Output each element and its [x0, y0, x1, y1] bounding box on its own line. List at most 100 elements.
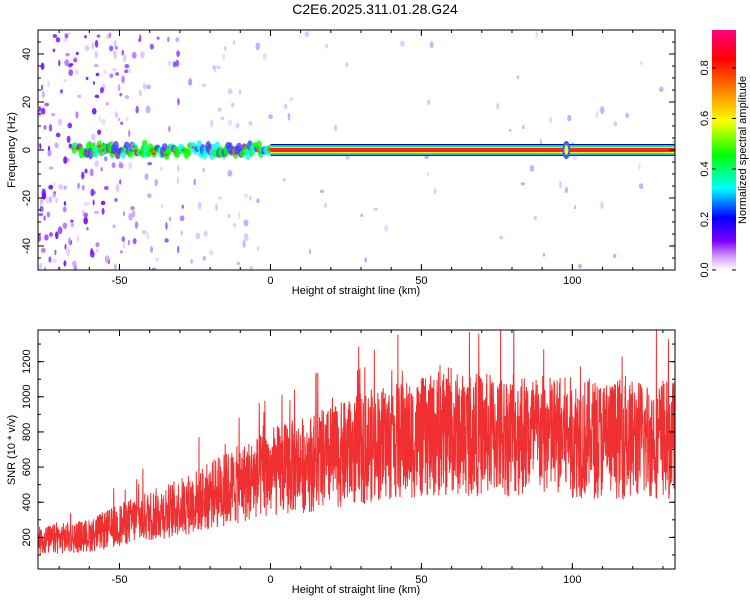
heatmap-speckle [54, 249, 57, 256]
heatmap-speckle [91, 190, 96, 195]
heatmap-speckle [177, 164, 180, 173]
heatmap-speckle [128, 162, 133, 170]
colorbar-tick-label: 0.6 [699, 111, 711, 126]
heatmap-speckle [147, 193, 152, 199]
heatmap-speckle [160, 203, 164, 209]
heatmap-speckle [542, 252, 546, 257]
heatmap-speckle [578, 263, 582, 269]
heatmap-speckle [52, 258, 58, 263]
heatmap-speckle [345, 62, 349, 68]
heatmap-speckle [83, 212, 88, 218]
heatmap-speckle [69, 63, 74, 67]
snr-panel: -50 0 50 100 200 400 600 800 1000 1200 Height of… [6, 329, 676, 596]
heatmap-speckle [49, 196, 52, 204]
heatmap-speckle [345, 154, 350, 160]
heatmap-speckle [48, 124, 53, 132]
heatmap-speckle [520, 182, 526, 186]
heatmap-speckle [112, 67, 117, 72]
colorbar-gradient [712, 30, 736, 270]
heatmap-speckle [48, 166, 54, 170]
heatmap-speckle [74, 69, 79, 76]
heatmap-speckle [154, 257, 160, 262]
heatmap-speckle [319, 189, 325, 193]
heatmap-speckle [67, 122, 73, 129]
heatmap-speckle [70, 219, 74, 223]
heatmap-speckle [249, 265, 254, 270]
snr-x-tick-label: 100 [563, 574, 581, 586]
heatmap-speckle [91, 133, 96, 141]
heatmap-speckle [179, 215, 185, 222]
heatmap-speckle [58, 59, 61, 67]
heatmap-speckle [120, 250, 123, 254]
heatmap-speckle [216, 65, 221, 69]
heatmap-speckle [121, 236, 125, 243]
heatmap-speckle [114, 111, 119, 119]
heatmap-speckle [559, 180, 562, 189]
colorbar-tick-label: 0.8 [699, 60, 711, 75]
heatmap-speckle [76, 235, 80, 242]
heatmap-speckle [67, 237, 72, 245]
heatmap-speckle [67, 158, 70, 163]
heatmap-speckle [94, 50, 99, 59]
heatmap-speckle [255, 42, 260, 51]
heatmap-speckle [181, 204, 184, 209]
heatmap-speckle [400, 40, 405, 47]
heatmap-speckle [39, 262, 43, 270]
heatmap-speckle [141, 229, 147, 235]
heatmap-x-axis: -50 0 50 100 [58, 30, 664, 287]
heatmap-speckle [210, 119, 214, 128]
heatmap-speckle [46, 211, 51, 218]
heatmap-line-bump-core [564, 145, 569, 155]
heatmap-speckle [508, 129, 512, 133]
heatmap-speckle [156, 36, 160, 40]
heatmap-speckle [38, 106, 42, 112]
heatmap-speckle [244, 193, 249, 198]
heatmap-speckle [639, 61, 644, 65]
heatmap-speckle [40, 84, 44, 91]
heatmap-speckle [40, 247, 46, 253]
heatmap-speckle [124, 64, 130, 69]
heatmap-y-tick-label: -40 [21, 238, 33, 254]
heatmap-speckle [64, 33, 69, 39]
heatmap-speckle [94, 39, 99, 48]
heatmap-speckle [119, 92, 123, 97]
heatmap-x-tick-label: 0 [267, 275, 273, 287]
heatmap-speckle [124, 69, 129, 74]
heatmap-speckle [55, 37, 61, 43]
heatmap-speckle [227, 169, 233, 177]
heatmap-speckle [63, 260, 67, 267]
heatmap-speckle [333, 124, 338, 132]
heatmap-speckle [85, 76, 89, 81]
snr-y-tick-label: 1200 [21, 349, 33, 373]
heatmap-speckle [73, 58, 78, 63]
heatmap-speckle [89, 168, 94, 177]
heatmap-speckle [99, 86, 104, 94]
heatmap-speckle [112, 224, 116, 229]
chart-title: C2E6.2025.311.01.28.G24 [292, 1, 458, 17]
heatmap-speckle [114, 198, 118, 202]
heatmap-speckle [140, 51, 145, 59]
heatmap-x-tick-label: -50 [112, 275, 128, 287]
heatmap-speckle [63, 185, 67, 190]
heatmap-speckle [529, 164, 535, 172]
colorbar-tick-label: 0.0 [699, 262, 711, 277]
heatmap-speckle [81, 184, 85, 191]
heatmap-speckle [45, 196, 50, 204]
heatmap-speckle [93, 63, 99, 68]
heatmap-speckle [62, 222, 68, 229]
heatmap-speckle [64, 59, 70, 67]
heatmap-speckle [227, 213, 231, 219]
heatmap-speckle [150, 245, 153, 254]
heatmap-y-tick-label: 0 [21, 147, 33, 153]
heatmap-speckle [238, 89, 242, 95]
heatmap-speckle [44, 266, 47, 270]
colorbar-tick-label: 0.4 [699, 161, 711, 176]
heatmap-speckle [433, 188, 437, 195]
heatmap-main-line [71, 139, 675, 160]
heatmap-speckle [567, 114, 572, 122]
heatmap-y-axis: -40 -20 0 20 40 [21, 29, 675, 271]
heatmap-speckle [539, 138, 542, 145]
heatmap-speckle [135, 105, 139, 114]
heatmap-speckle [257, 246, 260, 251]
